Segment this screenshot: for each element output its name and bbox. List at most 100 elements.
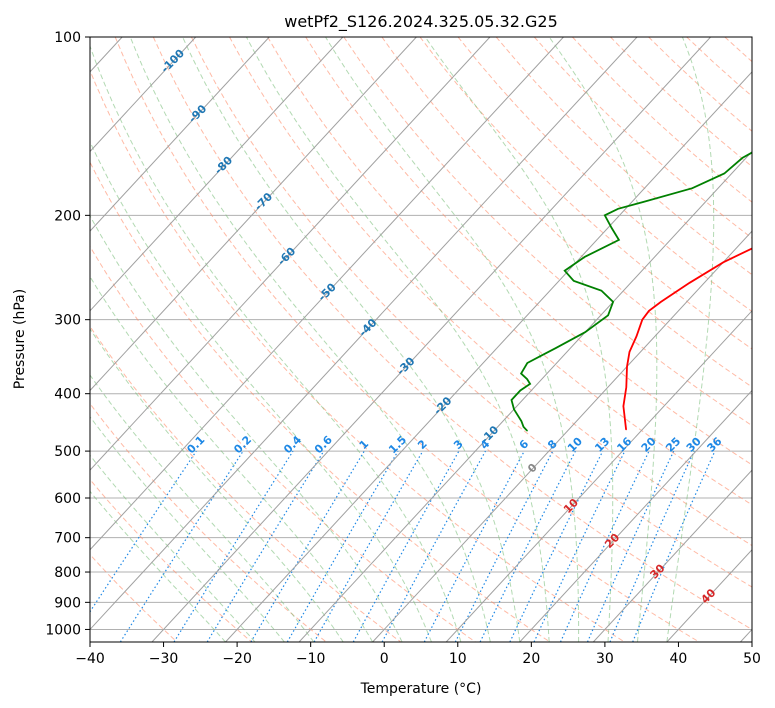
dewpoint-point — [600, 290, 603, 292]
dewpoint-point — [612, 301, 614, 303]
isotherm-line — [592, 469, 752, 642]
x-tick-label: −10 — [296, 651, 326, 667]
dewpoint-point — [618, 239, 620, 241]
temperature-point — [722, 261, 724, 263]
mixing-ratio-line — [352, 450, 460, 642]
x-tick-label: 20 — [522, 651, 540, 667]
dewpoint-point — [584, 256, 586, 258]
y-tick-label: 800 — [54, 565, 81, 581]
dry-adiabat — [90, 161, 551, 642]
dewpoint-point — [510, 399, 513, 401]
x-tick-label: 10 — [449, 651, 467, 667]
isotherm-line — [90, 37, 344, 312]
isotherm-line — [90, 37, 270, 232]
mixing-ratio-line — [479, 450, 576, 642]
mixing-ratio-line — [119, 450, 244, 642]
temperature-point — [769, 239, 770, 240]
moist-adiabat — [548, 37, 658, 642]
y-tick-label: 900 — [54, 595, 81, 611]
temperature-point — [660, 301, 662, 303]
y-axis-label: Pressure (hPa) — [12, 289, 28, 389]
dewpoint-point — [513, 408, 515, 410]
temperature-point — [641, 319, 643, 321]
dewpoint-point — [526, 430, 528, 432]
temperature-point — [648, 310, 650, 312]
dewpoint-point — [529, 383, 531, 385]
x-tick-label: 0 — [380, 651, 389, 667]
dewpoint-point — [691, 187, 693, 189]
dewpoint-point — [526, 378, 528, 380]
dewpoint-point — [573, 280, 575, 282]
dry-adiabat — [90, 245, 476, 642]
mixing-ratio-line — [609, 450, 695, 642]
temperature-point — [628, 351, 631, 353]
moist-adiabat — [325, 37, 580, 642]
dry-adiabat — [190, 37, 752, 588]
isotherm-line — [151, 37, 711, 642]
y-tick-label: 100 — [54, 30, 81, 46]
moist-adiabat — [90, 328, 344, 642]
isotherm-line — [519, 389, 752, 642]
dry-adiabat — [90, 553, 178, 642]
dry-adiabat — [90, 69, 625, 642]
chart-title: wetPf2_S126.2024.325.05.32.G25 — [284, 12, 558, 32]
moist-adiabat — [90, 490, 226, 642]
x-tick-label: 30 — [596, 651, 614, 667]
dry-adiabat — [457, 37, 752, 313]
dewpoint-point — [520, 420, 523, 422]
dewpoint-point — [604, 214, 606, 216]
dewpoint-point — [526, 362, 528, 364]
dewpoint-point — [564, 270, 566, 272]
dry-adiabat — [305, 37, 752, 466]
y-tick-label: 500 — [54, 444, 81, 460]
dewpoint-point — [584, 331, 586, 333]
isotherm-line — [90, 37, 197, 153]
dry-adiabat — [267, 37, 752, 506]
x-tick-label: −30 — [149, 651, 179, 667]
dewpoint-point — [611, 227, 613, 229]
dewpoint-point — [772, 141, 773, 142]
dewpoint-point — [555, 347, 557, 349]
mixing-ratio-line — [90, 450, 197, 613]
x-tick-label: −40 — [75, 651, 105, 667]
y-tick-label: 300 — [54, 313, 81, 329]
moist-adiabat — [129, 37, 491, 642]
temperature-point — [625, 429, 627, 431]
moist-adiabat — [90, 275, 374, 642]
plot-area — [90, 37, 773, 642]
isotherm-line — [298, 150, 752, 642]
mixing-ratio-line — [206, 450, 325, 642]
temperature-point — [622, 405, 625, 407]
dewpoint-point — [540, 355, 543, 357]
mixing-ratio-line — [381, 450, 487, 642]
temperature-point — [635, 335, 638, 337]
y-tick-label: 600 — [54, 491, 81, 507]
isotherm-line — [90, 37, 564, 551]
dry-adiabat — [152, 37, 752, 630]
dewpoint-point — [607, 314, 609, 316]
x-tick-label: 40 — [670, 651, 688, 667]
x-axis-label: Temperature (°C) — [360, 681, 482, 697]
moist-adiabat — [424, 37, 614, 642]
y-tick-label: 200 — [54, 208, 81, 224]
dewpoint-point — [723, 172, 725, 175]
moist-adiabat — [90, 454, 256, 642]
dewpoint-point — [520, 373, 522, 375]
isotherm-line — [372, 230, 752, 642]
isotherm-line — [90, 37, 417, 392]
moist-adiabat — [245, 37, 550, 642]
moist-adiabat — [182, 37, 521, 642]
dewpoint-point — [522, 426, 525, 428]
moist-adiabat — [666, 37, 715, 642]
dewpoint-point — [519, 389, 521, 392]
x-tick-label: 50 — [743, 651, 761, 667]
y-tick-label: 700 — [54, 531, 81, 547]
isotherm-line — [445, 310, 752, 642]
dry-adiabat — [419, 37, 752, 350]
plot-frame — [89, 36, 753, 643]
dewpoint-point — [617, 208, 619, 210]
mixing-ratio-line — [454, 450, 554, 642]
moist-adiabat — [90, 44, 462, 642]
temperature-point — [689, 282, 691, 284]
